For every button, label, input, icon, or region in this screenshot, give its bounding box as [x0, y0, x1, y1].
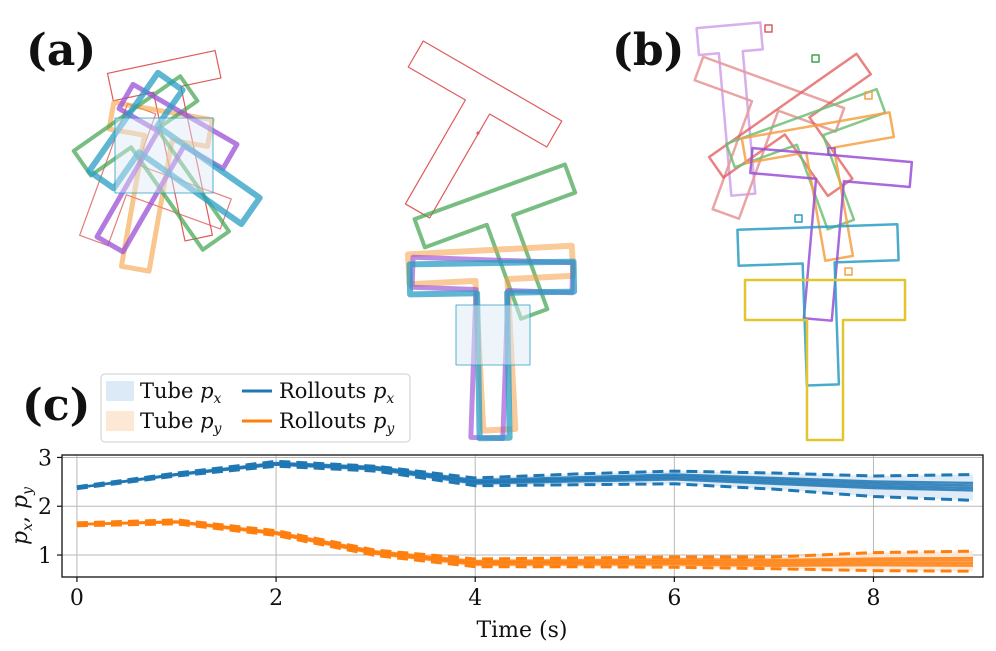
- tube-lower-1: [76, 522, 974, 573]
- legend-frame: [100, 373, 411, 443]
- legend-label-rollouts-px: Rollouts px: [279, 379, 394, 407]
- tube-region-box-right: [455, 304, 531, 366]
- t-outline-b-orange: [740, 111, 896, 263]
- panel-label-c: (c): [22, 380, 90, 431]
- chart-ylabel: px, py: [8, 486, 36, 545]
- tube-upper-1: [76, 518, 974, 561]
- panel-a-right-illustration: [404, 40, 578, 442]
- t-outline-b-purple: [749, 146, 914, 322]
- legend: Tube px Tube py Rollouts px Rollouts py: [100, 373, 411, 443]
- b-marker-red: [764, 24, 773, 33]
- panel-a-left-illustration: [71, 49, 263, 274]
- t-outline-purple: [94, 81, 240, 255]
- xtick-label-2: 4: [468, 586, 482, 611]
- rollout-line-0-3: [76, 461, 974, 489]
- panel-label-a: (a): [26, 25, 96, 76]
- b-marker-green: [811, 54, 820, 63]
- start-marker-dot: [476, 131, 480, 135]
- t-outline-b-green: [725, 87, 887, 231]
- chart-yticks: 1 2 3: [38, 446, 62, 569]
- legend-label-tube-px: Tube px: [140, 379, 222, 407]
- xtick-label-3: 6: [667, 586, 681, 611]
- legend-label-tube-py: Tube py: [140, 409, 223, 437]
- chart-xticks: 0 2 4 6 8: [70, 577, 880, 611]
- t-outline-blue: [86, 69, 263, 227]
- tube-region-box: [114, 117, 214, 194]
- chart-c: 0 2 4 6 8 1 2 3 Time (s) px, py: [8, 446, 984, 643]
- t-outline-blue-goal: [406, 258, 578, 442]
- ytick-label-0: 1: [38, 544, 52, 569]
- legend-swatch-tube-py: [106, 411, 134, 431]
- t-outline-green: [71, 74, 231, 252]
- chart-lines: [76, 459, 974, 573]
- t-outline-b-pink: [693, 55, 846, 221]
- xtick-label-1: 2: [269, 586, 283, 611]
- b-marker-purple: [827, 147, 836, 156]
- t-outline-b-red: [707, 52, 873, 198]
- chart-axes-frame: [61, 454, 984, 578]
- xtick-label-0: 0: [70, 586, 84, 611]
- xtick-label-4: 8: [866, 586, 880, 611]
- t-outline-b-lilac: [695, 21, 764, 197]
- tube-area-1: [76, 519, 974, 572]
- t-outline-b-yellow: [743, 278, 907, 442]
- tube-upper-0: [76, 459, 974, 489]
- t-outline-b-blue: [736, 222, 900, 387]
- ytick-label-2: 3: [38, 446, 52, 471]
- t-outline-orange-mid: [405, 242, 577, 434]
- t-outline-green-mid: [412, 162, 578, 321]
- chart-xlabel: Time (s): [476, 618, 567, 643]
- legend-label-rollouts-py: Rollouts py: [279, 409, 395, 437]
- rollout-line-1-3: [76, 520, 974, 563]
- b-marker-orange: [864, 91, 873, 100]
- panel-label-b: (b): [612, 25, 684, 76]
- legend-swatch-tube-px: [106, 381, 134, 401]
- b-marker-blue: [794, 214, 803, 223]
- tube-lower-0: [76, 464, 974, 502]
- t-outline-red-start: [404, 40, 563, 219]
- ytick-label-1: 2: [38, 495, 52, 520]
- b-marker-orange-2: [844, 267, 853, 276]
- panel-b-illustration: [693, 21, 914, 442]
